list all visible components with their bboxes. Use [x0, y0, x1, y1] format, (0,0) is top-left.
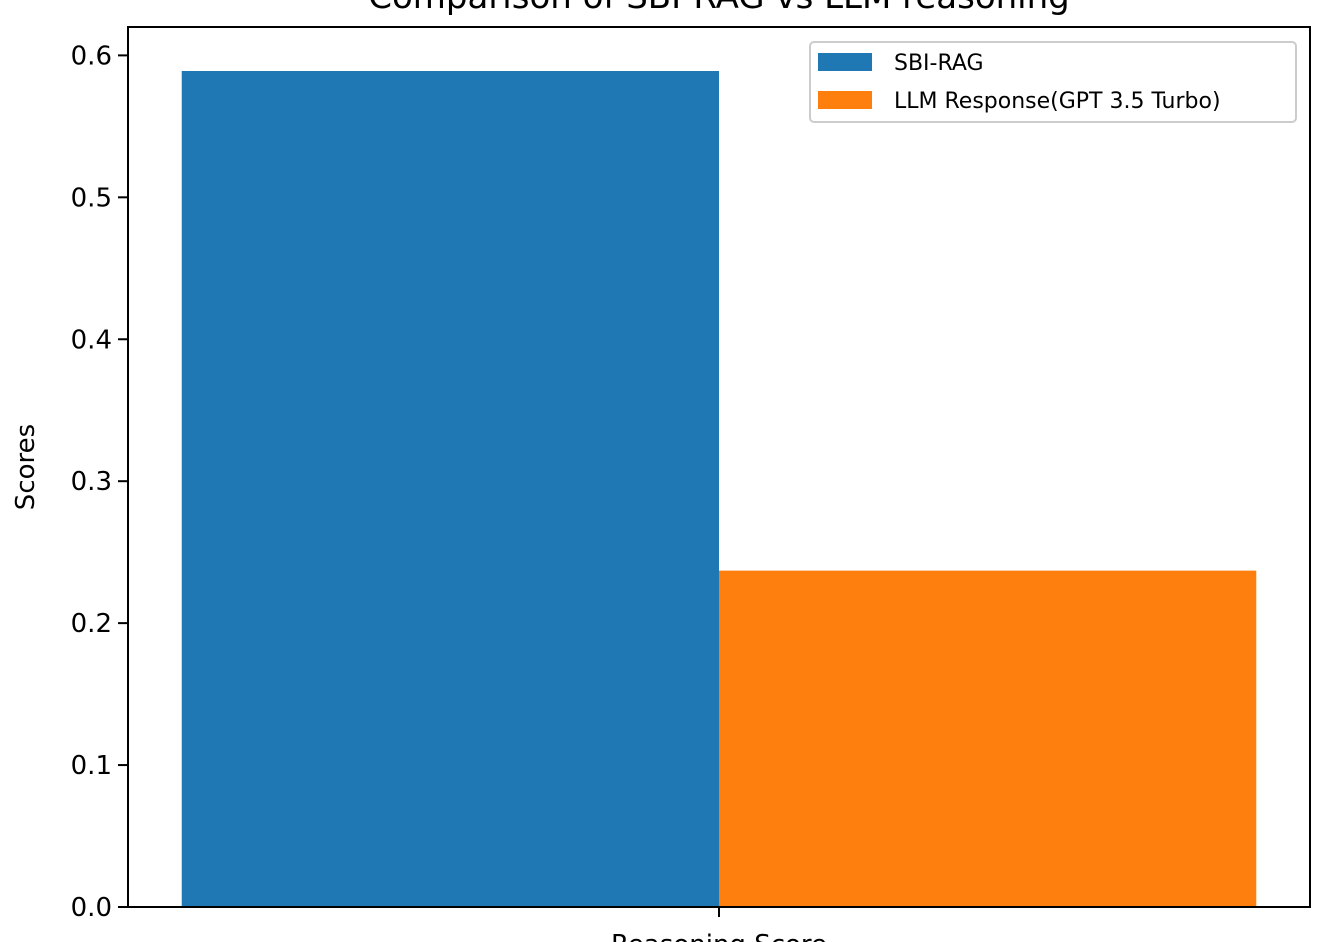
legend-label: LLM Response(GPT 3.5 Turbo): [894, 89, 1221, 114]
legend-swatch: [818, 53, 872, 71]
y-tick-label: 0.0: [71, 893, 112, 923]
y-tick-label: 0.1: [71, 751, 112, 781]
x-tick-label: Reasoning Score: [611, 930, 827, 942]
legend-label: SBI-RAG: [894, 51, 984, 76]
legend-box: [809, 41, 1297, 123]
chart-title: Comparison of SBI-RAG vs LLM reasoning: [368, 0, 1070, 17]
y-axis: 0.0 0.1 0.2 0.3 0.4 0.5 0.6: [71, 41, 128, 923]
bar-llm-response-gpt-3-5-turbo: [719, 570, 1257, 907]
x-axis: Reasoning Score: [611, 907, 827, 942]
y-tick-label: 0.2: [71, 609, 112, 639]
y-tick-label: 0.5: [71, 183, 112, 213]
y-tick-label: 0.4: [71, 325, 112, 355]
bars-group: [181, 71, 1257, 907]
y-tick-label: 0.3: [71, 467, 112, 497]
y-tick-label: 0.6: [71, 41, 112, 71]
legend-swatch: [818, 91, 872, 109]
bar-sbi-rag: [181, 71, 719, 907]
y-axis-label: Scores: [11, 424, 41, 510]
legend: SBI-RAG LLM Response(GPT 3.5 Turbo): [809, 41, 1297, 123]
